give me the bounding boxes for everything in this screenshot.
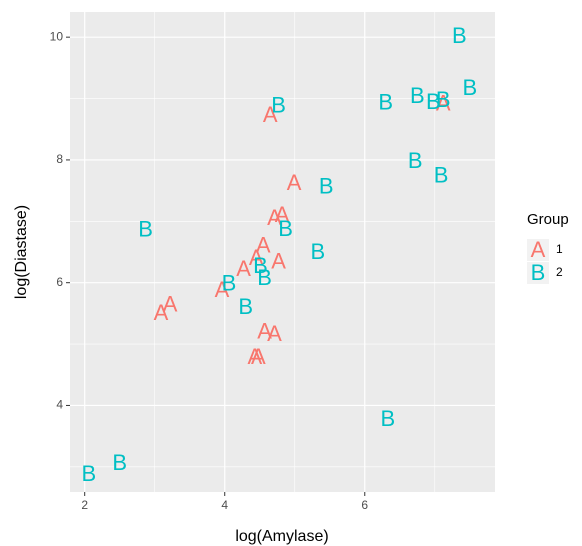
point: B xyxy=(410,83,425,108)
point: A xyxy=(236,256,251,281)
point: A xyxy=(215,277,230,302)
y-tick-label: 4 xyxy=(56,398,63,412)
point: B xyxy=(408,148,423,173)
y-tick-label: 8 xyxy=(56,152,63,166)
point: A xyxy=(267,205,282,230)
point: B xyxy=(319,174,334,199)
point: B xyxy=(257,265,272,290)
x-tick-label: 4 xyxy=(221,498,228,512)
point: A xyxy=(287,170,302,195)
point: A xyxy=(154,300,169,325)
point: A xyxy=(271,249,286,274)
point: A xyxy=(263,102,278,127)
point: B xyxy=(452,23,467,48)
point: A xyxy=(275,202,290,227)
y-axis-title: log(Diastase) xyxy=(13,205,30,299)
legend-label: 1 xyxy=(556,242,563,256)
point: A xyxy=(163,292,178,317)
legend-label: 2 xyxy=(556,265,563,279)
point: A xyxy=(256,233,271,258)
x-tick-label: 2 xyxy=(81,498,88,512)
point: B xyxy=(278,216,293,241)
point: B xyxy=(426,89,441,114)
point: A xyxy=(257,319,272,344)
legend-title: Group xyxy=(527,211,569,228)
point: B xyxy=(378,90,393,115)
point: B xyxy=(436,87,451,112)
point: B xyxy=(222,271,237,296)
point: B xyxy=(434,163,449,188)
point: A xyxy=(247,344,262,369)
legend-marker: A xyxy=(531,237,546,262)
point: A xyxy=(251,344,266,369)
point: B xyxy=(271,93,286,118)
y-tick-label: 10 xyxy=(50,29,64,43)
point: A xyxy=(267,321,282,346)
x-tick-label: 6 xyxy=(361,498,368,512)
point: A xyxy=(249,245,264,270)
point: B xyxy=(462,75,477,100)
point: A xyxy=(436,90,451,115)
point: B xyxy=(138,217,153,242)
panel xyxy=(70,12,495,492)
point: B xyxy=(253,253,268,278)
point: B xyxy=(381,406,396,431)
legend-marker: B xyxy=(531,260,546,285)
y-tick-label: 6 xyxy=(56,275,63,289)
legend-key xyxy=(527,239,549,261)
point: B xyxy=(112,450,127,475)
x-axis-title: log(Amylase) xyxy=(235,528,328,545)
point: B xyxy=(238,294,253,319)
point: B xyxy=(311,239,326,264)
legend-key xyxy=(527,262,549,284)
point: B xyxy=(82,461,97,486)
